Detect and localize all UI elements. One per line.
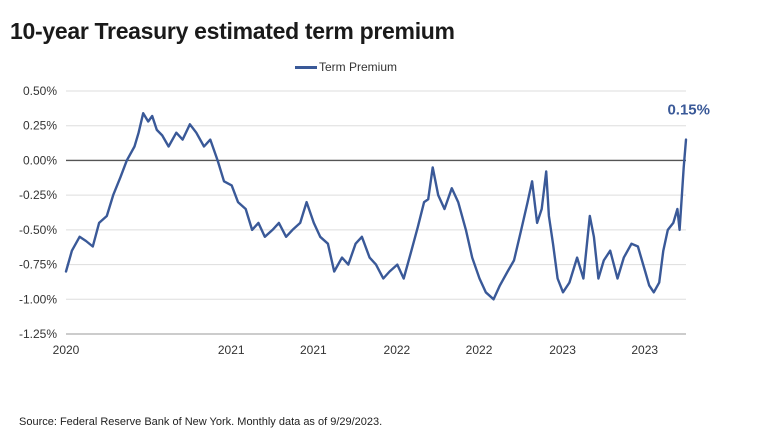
source-note: Source: Federal Reserve Bank of New York… xyxy=(19,416,383,428)
legend-swatch xyxy=(295,65,317,69)
y-tick-label: -0.25% xyxy=(19,188,57,202)
y-tick-label: -1.25% xyxy=(19,327,57,341)
y-tick-label: -0.75% xyxy=(19,258,57,272)
x-tick-label: 2022 xyxy=(466,343,493,357)
x-tick-label: 2021 xyxy=(218,343,245,357)
x-tick-label: 2023 xyxy=(549,343,576,357)
x-tick-label: 2023 xyxy=(631,343,658,357)
y-tick-label: 0.25% xyxy=(23,119,57,133)
x-tick-label: 2021 xyxy=(300,343,327,357)
series-line-term-premium xyxy=(64,112,688,301)
y-tick-label: 0.50% xyxy=(23,84,57,98)
y-tick-label: -0.50% xyxy=(19,223,57,237)
x-tick-label: 2020 xyxy=(53,343,80,357)
chart-title: 10-year Treasury estimated term premium xyxy=(10,18,455,44)
legend-label: Term Premium xyxy=(319,60,398,74)
y-tick-label: -1.00% xyxy=(19,292,57,306)
y-tick-label: 0.00% xyxy=(23,153,57,167)
chart-legend: Term Premium xyxy=(295,60,397,74)
end-value-label: 0.15% xyxy=(667,102,710,119)
x-tick-label: 2022 xyxy=(384,343,411,357)
